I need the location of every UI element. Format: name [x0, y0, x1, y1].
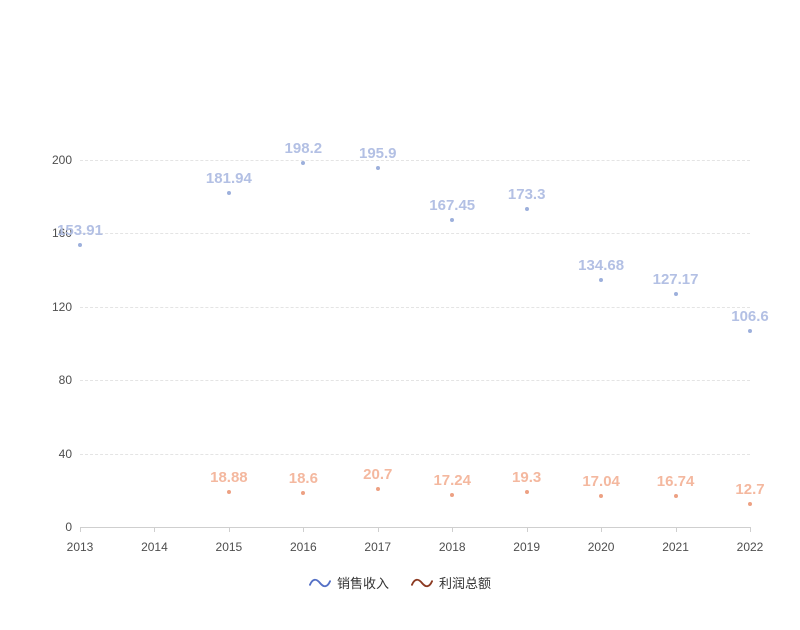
data-point-label: 16.74 [656, 473, 695, 491]
data-point-label: 106.6 [731, 308, 769, 326]
legend-item-sales-revenue[interactable]: 销售收入 [308, 573, 389, 592]
data-point-label: 18.88 [210, 469, 248, 487]
legend: 销售收入 利润总额 [0, 573, 800, 592]
data-point[interactable] [375, 487, 380, 491]
x-axis-tick [526, 527, 528, 532]
data-point-label: 198.2 [284, 140, 323, 158]
x-axis-tick-label: 2016 [289, 540, 317, 554]
y-axis-tick-label: 0 [65, 520, 72, 534]
x-axis-tick [750, 527, 751, 532]
x-axis-tick-label: 2014 [141, 540, 168, 554]
legend-label-total-profit: 利润总额 [439, 576, 492, 591]
data-point[interactable] [226, 191, 231, 196]
data-point[interactable] [301, 161, 306, 166]
data-point[interactable] [226, 490, 231, 495]
data-point[interactable] [599, 493, 604, 498]
data-point-label: 167.45 [429, 196, 476, 214]
data-point[interactable] [524, 206, 529, 211]
x-axis-tick [452, 527, 454, 532]
data-point[interactable] [450, 493, 455, 498]
line-wave-icon [308, 578, 331, 587]
y-axis-tick-label: 120 [51, 299, 72, 314]
y-axis-tick-label: 40 [58, 446, 72, 461]
data-point[interactable] [301, 490, 306, 495]
x-axis-tick-label: 2021 [662, 540, 689, 554]
gridline [80, 453, 750, 455]
data-point[interactable] [748, 501, 752, 506]
data-point[interactable] [450, 217, 455, 222]
data-point-label: 17.04 [582, 472, 620, 490]
data-point-label: 195.9 [358, 144, 397, 162]
x-axis-tick-label: 2015 [215, 540, 243, 554]
x-axis-line [80, 527, 750, 528]
data-point[interactable] [524, 489, 529, 494]
x-axis-tick-label: 2019 [513, 540, 540, 554]
x-axis-tick [601, 527, 603, 532]
data-point[interactable] [599, 277, 604, 282]
y-axis-tick-label: 200 [51, 153, 72, 167]
x-axis-tick [377, 527, 379, 532]
gridline [80, 160, 750, 161]
data-point-label: 20.7 [363, 466, 393, 483]
data-point[interactable] [78, 242, 82, 247]
gridline [80, 233, 750, 235]
data-point[interactable] [748, 329, 752, 334]
x-axis-tick-label: 2020 [587, 540, 615, 554]
data-point[interactable] [673, 494, 678, 499]
data-point-label: 153.91 [57, 221, 103, 239]
x-axis-tick-label: 2022 [736, 540, 764, 554]
data-point[interactable] [673, 291, 678, 296]
data-point-label: 181.94 [205, 170, 252, 188]
x-axis-tick-label: 2013 [66, 540, 94, 554]
x-axis-tick [675, 527, 677, 532]
line-wave-icon [411, 578, 433, 587]
data-point[interactable] [375, 165, 380, 170]
x-axis-tick [154, 527, 156, 532]
x-axis-tick [228, 527, 230, 532]
y-axis-tick-label: 160 [51, 226, 72, 241]
y-axis-tick-label: 80 [58, 373, 72, 388]
legend-item-total-profit[interactable]: 利润总额 [411, 573, 491, 592]
data-point-label: 173.3 [507, 185, 546, 203]
data-point-label: 127.17 [652, 270, 699, 288]
data-point-label: 134.68 [578, 256, 625, 274]
x-axis-tick [80, 527, 81, 532]
x-axis-tick [303, 527, 305, 532]
legend-label-sales-revenue: 销售收入 [336, 576, 389, 591]
gridline [80, 306, 750, 308]
data-point-label: 19.3 [512, 468, 542, 486]
data-point-label: 18.6 [288, 469, 318, 487]
gridline [80, 380, 750, 382]
x-axis-tick-label: 2017 [364, 540, 392, 554]
data-point-label: 17.24 [433, 472, 471, 490]
x-axis-tick-label: 2018 [438, 540, 466, 554]
data-point-label: 12.7 [735, 480, 765, 498]
